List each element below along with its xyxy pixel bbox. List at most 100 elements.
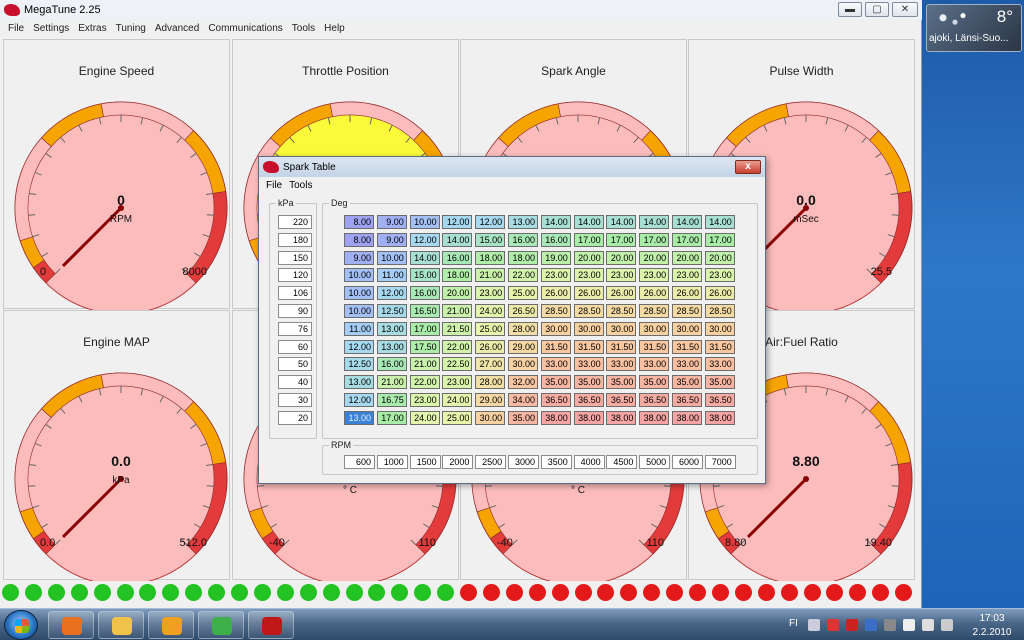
spark-table-cell[interactable]: 14.00 [409, 250, 440, 265]
rpm-input[interactable]: 4000 [573, 455, 605, 469]
spark-table-cell[interactable]: 33.00 [540, 357, 571, 372]
spark-table-cell[interactable]: 26.00 [573, 286, 604, 301]
spark-table-cell[interactable]: 16.00 [442, 250, 473, 265]
spark-table-cell[interactable]: 30.00 [704, 321, 735, 336]
spark-table-cell[interactable]: 12.50 [376, 304, 407, 318]
kpa-input[interactable]: 60 [278, 339, 312, 354]
spark-table-cell[interactable]: 12.00 [344, 339, 374, 354]
menu-help[interactable]: Help [324, 23, 345, 34]
spark-table-cell[interactable]: 20.00 [573, 250, 604, 265]
spark-table-cell[interactable]: 14.00 [606, 215, 637, 229]
spark-table-cell[interactable]: 16.00 [409, 286, 440, 301]
spark-table-cell[interactable]: 17.00 [573, 232, 604, 247]
spark-table-cell[interactable]: 24.00 [475, 304, 506, 318]
spark-table-cell[interactable]: 33.00 [704, 357, 735, 372]
spark-table-cell[interactable]: 26.00 [475, 339, 506, 354]
spark-table-cell[interactable]: 10.00 [409, 215, 440, 229]
spark-table-cell[interactable]: 38.00 [639, 410, 670, 425]
rpm-input[interactable]: 5000 [639, 455, 671, 469]
spark-table-cell[interactable]: 28.00 [508, 321, 538, 336]
spark-table-cell[interactable]: 38.00 [704, 410, 735, 425]
language-indicator[interactable]: FI [789, 618, 798, 629]
spark-table-cell[interactable]: 28.50 [540, 304, 571, 318]
dialog-menu-tools[interactable]: Tools [289, 179, 313, 191]
tray-stop-icon[interactable] [846, 619, 858, 631]
spark-table-cell[interactable]: 30.00 [508, 357, 538, 372]
spark-table-cell[interactable]: 36.50 [540, 393, 571, 407]
spark-table-cell[interactable]: 16.00 [540, 232, 571, 247]
spark-table-cell[interactable]: 16.00 [508, 232, 538, 247]
rpm-input[interactable]: 2500 [475, 455, 507, 469]
spark-table-cell[interactable]: 22.00 [442, 339, 473, 354]
kpa-input[interactable]: 20 [278, 410, 312, 425]
tray-flag-icon[interactable] [903, 619, 915, 631]
spark-table-cell[interactable]: 10.00 [344, 268, 374, 283]
spark-table-cell[interactable]: 29.00 [508, 339, 538, 354]
rpm-input[interactable]: 2000 [442, 455, 474, 469]
spark-table-cell[interactable]: 25.00 [508, 286, 538, 301]
taskbar-button[interactable] [198, 611, 244, 639]
spark-table-cell[interactable]: 9.00 [376, 215, 407, 229]
title-bar[interactable]: MegaTune 2.25 ▬ ▢ ✕ [0, 0, 922, 20]
spark-table-cell[interactable]: 26.50 [508, 304, 538, 318]
spark-table-cell[interactable]: 20.00 [442, 286, 473, 301]
kpa-input[interactable]: 180 [278, 232, 312, 247]
spark-table-cell[interactable]: 17.00 [376, 410, 407, 425]
dialog-menu-file[interactable]: File [266, 179, 283, 191]
spark-table-cell[interactable]: 12.00 [475, 215, 506, 229]
spark-table-cell[interactable]: 14.00 [442, 232, 473, 247]
spark-table-cell[interactable]: 35.00 [540, 375, 571, 390]
spark-table-cell[interactable]: 25.00 [442, 410, 473, 425]
spark-table-cell[interactable]: 35.00 [672, 375, 702, 390]
spark-table-cell[interactable]: 14.00 [540, 215, 571, 229]
rpm-input[interactable]: 4500 [606, 455, 638, 469]
spark-table-cell[interactable]: 31.50 [672, 339, 702, 354]
tray-network-icon[interactable] [922, 619, 934, 631]
spark-table-cell[interactable]: 10.00 [376, 250, 407, 265]
rpm-input[interactable]: 3500 [540, 455, 572, 469]
spark-table-cell[interactable]: 17.00 [409, 321, 440, 336]
spark-table-cell[interactable]: 13.00 [344, 410, 374, 425]
maximize-button[interactable]: ▢ [865, 2, 889, 17]
spark-table-cell[interactable]: 31.50 [540, 339, 571, 354]
kpa-input[interactable]: 106 [278, 286, 312, 301]
menu-tuning[interactable]: Tuning [115, 23, 146, 34]
spark-table-cell[interactable]: 35.00 [704, 375, 735, 390]
close-button[interactable]: ✕ [892, 2, 918, 17]
spark-table-cell[interactable]: 29.00 [475, 393, 506, 407]
rpm-input[interactable]: 6000 [672, 455, 703, 469]
spark-table-cell[interactable]: 18.00 [442, 268, 473, 283]
tray-arrow-icon[interactable] [808, 619, 820, 631]
kpa-input[interactable]: 150 [278, 250, 312, 265]
kpa-input[interactable]: 40 [278, 375, 312, 390]
kpa-input[interactable]: 76 [278, 321, 312, 336]
spark-table-cell[interactable]: 21.00 [376, 375, 407, 390]
rpm-input[interactable]: 1000 [376, 455, 408, 469]
spark-table-cell[interactable]: 23.00 [573, 268, 604, 283]
spark-table-cell[interactable]: 13.00 [344, 375, 374, 390]
spark-table-cell[interactable]: 13.00 [376, 321, 407, 336]
spark-table-cell[interactable]: 8.00 [344, 215, 374, 229]
kpa-input[interactable]: 120 [278, 268, 312, 283]
spark-table-cell[interactable]: 26.00 [606, 286, 637, 301]
spark-table-cell[interactable]: 17.00 [606, 232, 637, 247]
spark-table-cell[interactable]: 10.00 [344, 286, 374, 301]
spark-table-cell[interactable]: 14.00 [704, 215, 735, 229]
rpm-input[interactable]: 7000 [704, 455, 736, 469]
menu-communications[interactable]: Communications [208, 23, 283, 34]
spark-table-cell[interactable]: 38.00 [672, 410, 702, 425]
spark-table-cell[interactable]: 23.00 [606, 268, 637, 283]
dialog-title-bar[interactable]: Spark Table x [259, 157, 765, 177]
dialog-close-button[interactable]: x [735, 160, 761, 174]
spark-table-cell[interactable]: 21.50 [442, 321, 473, 336]
spark-table-cell[interactable]: 11.00 [376, 268, 407, 283]
spark-table-cell[interactable]: 9.00 [344, 250, 374, 265]
minimize-button[interactable]: ▬ [838, 2, 862, 17]
spark-table-cell[interactable]: 35.00 [573, 375, 604, 390]
spark-table-cell[interactable]: 33.00 [606, 357, 637, 372]
spark-table-cell[interactable]: 28.50 [573, 304, 604, 318]
spark-table-cell[interactable]: 35.00 [606, 375, 637, 390]
spark-table-cell[interactable]: 21.00 [475, 268, 506, 283]
menu-advanced[interactable]: Advanced [154, 23, 200, 34]
spark-table-cell[interactable]: 23.00 [475, 286, 506, 301]
